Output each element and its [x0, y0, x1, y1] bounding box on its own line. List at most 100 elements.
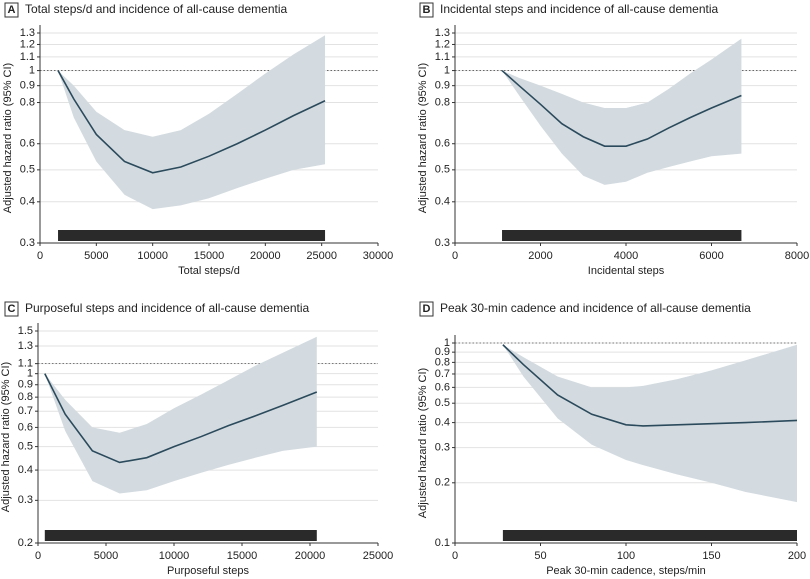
panel: C Purposeful steps and incidence of all-c… — [0, 301, 393, 577]
y-tick-label: 0.4 — [18, 464, 33, 476]
y-tick-label: 0.7 — [435, 368, 450, 380]
y-axis-label: Adjusted hazard ratio (95% CI) — [0, 362, 12, 512]
x-tick-label: 8000 — [785, 250, 809, 262]
y-tick-label: 0.4 — [20, 196, 35, 208]
x-tick-label: 2000 — [528, 250, 552, 262]
x-tick-label: 10000 — [159, 550, 190, 562]
y-tick-label: 1.3 — [20, 27, 35, 39]
panel-letter-box — [4, 301, 19, 317]
x-tick-label: 25000 — [363, 550, 394, 562]
x-tick-label: 15000 — [227, 550, 258, 562]
x-tick-label: 0 — [37, 250, 43, 262]
y-tick-label: 0.5 — [18, 440, 33, 452]
y-tick-label: 0.4 — [435, 416, 450, 428]
y-tick-label: 0.6 — [435, 138, 450, 150]
x-tick-label: 0 — [452, 550, 458, 562]
confidence-band — [44, 336, 317, 494]
panel-title: Total steps/d and incidence of all-cause… — [25, 2, 287, 16]
y-axis-label: Adjusted hazard ratio (95% CI) — [417, 63, 429, 213]
rug — [502, 230, 742, 241]
panel: A Total steps/d and incidence of all-caus… — [2, 2, 393, 277]
x-tick-label: 50 — [534, 550, 546, 562]
confidence-band — [502, 38, 742, 185]
x-axis-label: Incidental steps — [588, 265, 665, 277]
panel-letter: A — [8, 4, 16, 16]
x-tick-label: 150 — [702, 550, 720, 562]
x-tick-label: 25000 — [306, 250, 337, 262]
x-tick-label: 30000 — [363, 250, 394, 262]
y-tick-label: 1 — [444, 337, 450, 349]
x-tick-label: 0 — [35, 550, 41, 562]
y-tick-label: 0.3 — [18, 494, 33, 506]
x-axis-label: Total steps/d — [178, 265, 240, 277]
panel-letter-box — [4, 2, 19, 18]
hazard-ratio-line — [501, 69, 742, 147]
panel: B Incidental steps and incidence of all-c… — [417, 2, 809, 277]
x-tick-label: 10000 — [137, 250, 168, 262]
panel-title: Purposeful steps and incidence of all-ca… — [25, 301, 310, 315]
panel-title: Incidental steps and incidence of all-ca… — [440, 2, 719, 16]
y-tick-label: 1.1 — [18, 358, 33, 370]
panel-letter-box — [419, 301, 434, 317]
y-tick-label: 0.8 — [435, 96, 450, 108]
y-tick-label: 1.1 — [435, 51, 450, 63]
y-tick-label: 0.9 — [435, 80, 450, 92]
x-tick-label: 20000 — [295, 550, 326, 562]
y-axis-label: Adjusted hazard ratio (95% CI) — [417, 368, 429, 518]
x-tick-label: 5000 — [84, 250, 108, 262]
y-tick-label: 1.2 — [20, 38, 35, 50]
x-tick-label: 5000 — [94, 550, 118, 562]
y-tick-label: 0.2 — [435, 477, 450, 489]
y-tick-label: 0.9 — [18, 379, 33, 391]
panel-letter: C — [8, 303, 16, 315]
y-tick-label: 1.1 — [20, 51, 35, 63]
x-tick-label: 20000 — [250, 250, 281, 262]
x-tick-label: 100 — [617, 550, 635, 562]
y-tick-label: 1.5 — [18, 325, 33, 337]
y-tick-label: 0.5 — [435, 164, 450, 176]
x-axis-label: Peak 30-min cadence, steps/min — [546, 565, 706, 577]
y-tick-label: 1.3 — [435, 27, 450, 39]
y-tick-label: 0.3 — [435, 237, 450, 249]
rug — [58, 230, 326, 241]
y-tick-label: 1 — [27, 368, 33, 380]
y-tick-label: 0.5 — [20, 164, 35, 176]
hazard-ratio-line — [502, 344, 798, 427]
x-tick-label: 200 — [788, 550, 806, 562]
rug — [502, 530, 797, 541]
panel-letter-box — [419, 2, 434, 18]
x-tick-label: 15000 — [194, 250, 225, 262]
hazard-ratio-line — [57, 70, 326, 174]
y-tick-label: 0.6 — [20, 138, 35, 150]
panel-title: Peak 30-min cadence and incidence of all… — [440, 301, 751, 315]
panel-letter: B — [423, 4, 431, 16]
panel-letter: D — [423, 303, 431, 315]
rug — [44, 530, 317, 541]
y-tick-label: 0.3 — [20, 237, 35, 249]
y-tick-label: 0.8 — [20, 96, 35, 108]
y-tick-label: 1 — [444, 64, 450, 76]
y-tick-label: 0.9 — [20, 80, 35, 92]
y-tick-label: 0.4 — [435, 196, 450, 208]
confidence-band — [502, 344, 797, 503]
y-tick-label: 0.7 — [18, 405, 33, 417]
y-tick-label: 0.1 — [435, 537, 450, 549]
y-tick-label: 0.2 — [18, 537, 33, 549]
x-tick-label: 4000 — [614, 250, 638, 262]
y-tick-label: 0.6 — [18, 421, 33, 433]
y-tick-label: 0.6 — [435, 381, 450, 393]
panel: D Peak 30-min cadence and incidence of al… — [417, 301, 806, 577]
y-axis-label: Adjusted hazard ratio (95% CI) — [2, 63, 14, 213]
y-tick-label: 1 — [29, 64, 35, 76]
x-tick-label: 0 — [452, 250, 458, 262]
y-tick-label: 0.5 — [435, 397, 450, 409]
y-tick-label: 0.3 — [435, 441, 450, 453]
hazard-ratio-line — [44, 373, 318, 464]
confidence-band — [58, 35, 326, 210]
x-tick-label: 6000 — [699, 250, 723, 262]
y-tick-label: 1.3 — [18, 340, 33, 352]
y-tick-label: 0.8 — [18, 391, 33, 403]
x-axis-label: Purposeful steps — [167, 565, 249, 577]
y-tick-label: 1.2 — [435, 38, 450, 50]
